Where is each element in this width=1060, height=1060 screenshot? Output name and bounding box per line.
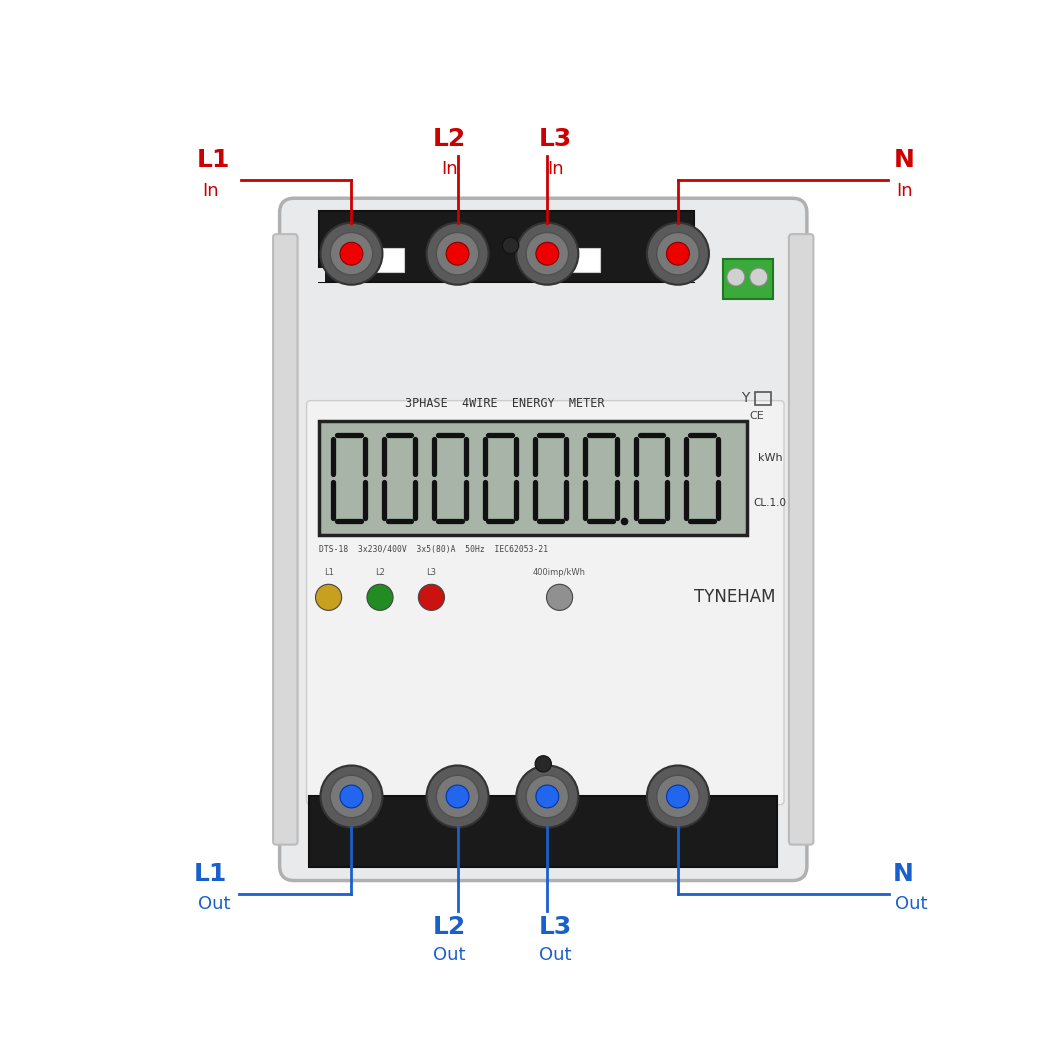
Text: L3: L3 <box>426 568 437 578</box>
Text: TYNEHAM: TYNEHAM <box>694 588 776 606</box>
Bar <box>310 796 777 867</box>
Text: L2: L2 <box>375 568 385 578</box>
Circle shape <box>502 237 518 253</box>
Bar <box>326 248 405 272</box>
Text: In: In <box>202 182 218 200</box>
Circle shape <box>657 775 700 817</box>
Circle shape <box>437 232 479 275</box>
FancyBboxPatch shape <box>273 234 298 845</box>
Circle shape <box>446 785 469 808</box>
Circle shape <box>749 268 767 286</box>
Circle shape <box>446 243 469 265</box>
Text: 400imp/kWh: 400imp/kWh <box>533 568 586 578</box>
Circle shape <box>316 584 341 611</box>
Text: kWh: kWh <box>758 453 782 462</box>
Circle shape <box>320 765 383 828</box>
FancyBboxPatch shape <box>789 234 813 845</box>
Circle shape <box>331 232 373 275</box>
Text: Out: Out <box>434 946 465 964</box>
Circle shape <box>516 765 579 828</box>
Text: 3PHASE  4WIRE  ENERGY  METER: 3PHASE 4WIRE ENERGY METER <box>405 396 604 409</box>
Circle shape <box>426 765 489 828</box>
Circle shape <box>437 775 479 817</box>
Circle shape <box>340 243 363 265</box>
Circle shape <box>331 775 373 817</box>
Circle shape <box>526 775 568 817</box>
Bar <box>319 421 747 535</box>
Text: In: In <box>547 160 564 178</box>
Text: L2: L2 <box>432 915 466 939</box>
Text: Y: Y <box>741 391 749 405</box>
Bar <box>723 260 774 299</box>
Circle shape <box>667 785 689 808</box>
Circle shape <box>727 268 745 286</box>
Circle shape <box>340 785 363 808</box>
FancyBboxPatch shape <box>280 198 807 881</box>
Circle shape <box>426 223 489 285</box>
Circle shape <box>535 756 551 772</box>
Circle shape <box>667 243 689 265</box>
Text: DTS-18  3x230/400V  3x5(80)A  50Hz  IEC62053-21: DTS-18 3x230/400V 3x5(80)A 50Hz IEC62053… <box>319 546 548 554</box>
Text: In: In <box>441 160 458 178</box>
Circle shape <box>536 785 559 808</box>
Circle shape <box>647 765 709 828</box>
Circle shape <box>419 584 444 611</box>
Text: CL.1.0: CL.1.0 <box>754 498 787 509</box>
Text: In: In <box>897 182 914 200</box>
Bar <box>755 391 771 405</box>
Circle shape <box>536 243 559 265</box>
FancyBboxPatch shape <box>306 401 784 805</box>
Text: N: N <box>895 147 915 172</box>
Circle shape <box>320 223 383 285</box>
Circle shape <box>526 232 568 275</box>
Text: L2: L2 <box>432 127 466 152</box>
Text: Out: Out <box>895 896 928 914</box>
Text: L3: L3 <box>538 127 572 152</box>
Text: L1: L1 <box>323 568 334 578</box>
Text: CE: CE <box>749 411 764 421</box>
Text: L1: L1 <box>196 147 230 172</box>
Bar <box>313 267 325 282</box>
Bar <box>688 267 701 282</box>
Bar <box>523 248 600 272</box>
Text: L3: L3 <box>538 915 572 939</box>
Circle shape <box>657 232 700 275</box>
Circle shape <box>367 584 393 611</box>
Text: L1: L1 <box>194 862 227 886</box>
Bar <box>319 211 694 282</box>
Text: Out: Out <box>540 946 571 964</box>
Circle shape <box>647 223 709 285</box>
Text: Out: Out <box>198 896 230 914</box>
Circle shape <box>547 584 572 611</box>
Circle shape <box>516 223 579 285</box>
Text: N: N <box>893 862 914 886</box>
